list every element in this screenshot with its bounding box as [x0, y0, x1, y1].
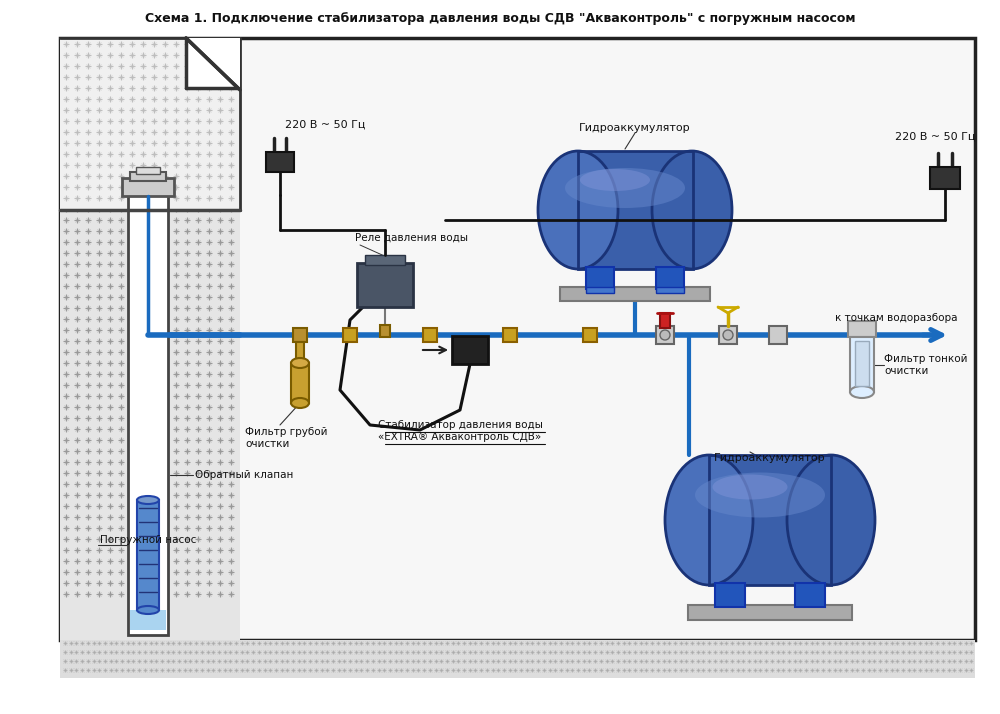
Text: Фильтр тонкой
очистки: Фильтр тонкой очистки — [884, 354, 968, 376]
Text: Фильтр грубой
очистки: Фильтр грубой очистки — [245, 427, 328, 448]
Ellipse shape — [665, 455, 753, 585]
Bar — [848, 321, 876, 337]
Bar — [60, 38, 240, 210]
Bar — [656, 326, 674, 344]
Bar — [137, 500, 159, 610]
Bar — [769, 326, 787, 344]
Text: Гидроаккумулятор: Гидроаккумулятор — [579, 123, 691, 133]
Ellipse shape — [291, 398, 309, 408]
Bar — [423, 328, 437, 342]
Ellipse shape — [660, 330, 670, 340]
Bar — [60, 38, 975, 640]
Bar — [688, 605, 852, 620]
Bar — [578, 151, 693, 269]
Text: 220 В ~ 50 Гц: 220 В ~ 50 Гц — [895, 132, 975, 142]
Ellipse shape — [723, 330, 733, 340]
Text: Схема 1. Подключение стабилизатора давления воды СДВ "Акваконтроль" с погружным : Схема 1. Подключение стабилизатора давле… — [145, 11, 855, 24]
Bar — [855, 341, 869, 386]
Text: Погружной насос: Погружной насос — [100, 535, 196, 545]
Ellipse shape — [137, 496, 159, 504]
Bar — [266, 152, 294, 172]
Ellipse shape — [787, 455, 875, 585]
Ellipse shape — [850, 386, 874, 398]
Bar — [795, 583, 825, 607]
Text: к точкам водоразбора: к точкам водоразбора — [835, 313, 958, 323]
Bar — [709, 455, 831, 585]
Bar — [503, 328, 517, 342]
Bar — [296, 342, 304, 364]
Bar — [130, 610, 166, 630]
Bar — [660, 313, 670, 328]
Ellipse shape — [538, 151, 618, 269]
Text: Стабилизатор давления воды
«EXTRA® Акваконтроль СДВ»: Стабилизатор давления воды «EXTRA® Аквак… — [378, 420, 542, 442]
Text: Гидроаккумулятор: Гидроаккумулятор — [714, 453, 826, 463]
Ellipse shape — [580, 169, 650, 191]
Ellipse shape — [565, 168, 685, 208]
Bar — [656, 287, 684, 293]
Bar — [850, 337, 874, 392]
Ellipse shape — [291, 358, 309, 368]
Bar — [380, 325, 390, 337]
Bar — [343, 328, 357, 342]
Bar — [586, 287, 614, 293]
Ellipse shape — [137, 606, 159, 614]
Bar — [715, 583, 745, 607]
Bar — [365, 255, 405, 265]
Bar — [130, 172, 166, 181]
Bar — [452, 336, 488, 364]
Ellipse shape — [652, 151, 732, 269]
Bar — [291, 363, 309, 403]
Bar — [122, 178, 174, 196]
Bar — [578, 151, 693, 269]
Bar — [293, 328, 307, 342]
Bar — [930, 167, 960, 189]
Bar — [709, 455, 831, 585]
Bar — [583, 328, 597, 342]
Bar — [136, 167, 160, 174]
Text: Реле давления воды: Реле давления воды — [355, 233, 468, 243]
Bar — [357, 263, 413, 307]
Bar — [186, 38, 240, 90]
Text: Обратный клапан: Обратный клапан — [195, 470, 293, 480]
Bar — [719, 326, 737, 344]
Bar — [586, 267, 614, 289]
Bar — [128, 190, 168, 635]
Bar — [60, 640, 975, 678]
Ellipse shape — [712, 475, 788, 500]
Ellipse shape — [695, 473, 825, 518]
Bar — [560, 287, 710, 301]
Bar — [60, 38, 240, 640]
Bar — [656, 267, 684, 289]
Text: 220 В ~ 50 Гц: 220 В ~ 50 Гц — [285, 120, 365, 130]
